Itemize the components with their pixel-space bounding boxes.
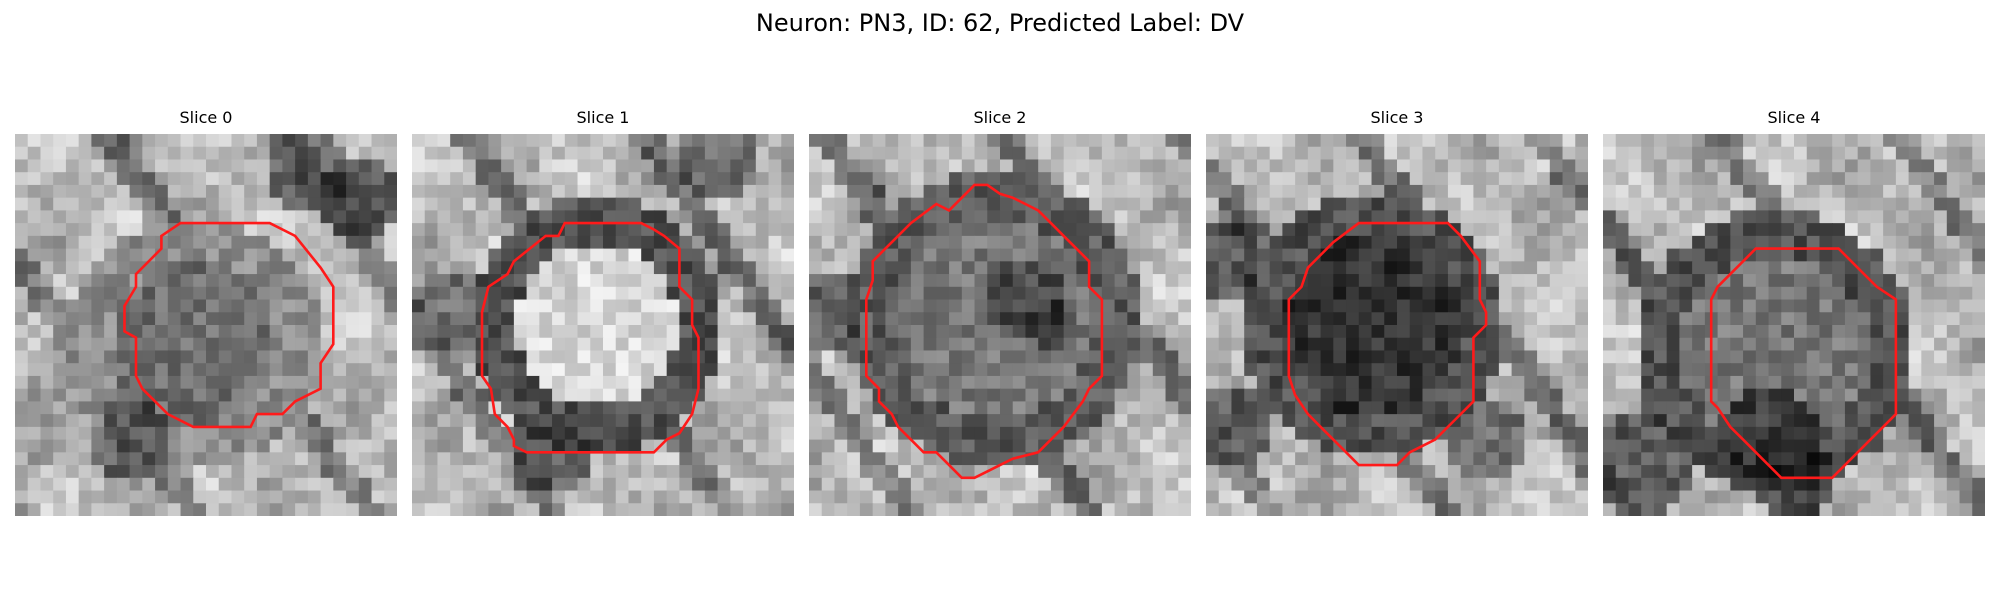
- slice-panel-0: Slice 0: [15, 108, 397, 516]
- slice-image-3: [1206, 134, 1588, 516]
- grayscale-pixels: [809, 134, 1191, 516]
- slice-image-0: [15, 134, 397, 516]
- cell-contour: [1287, 221, 1488, 467]
- grayscale-pixels: [412, 134, 794, 516]
- cell-contour: [480, 221, 700, 454]
- slice-title-3: Slice 3: [1370, 108, 1424, 127]
- slice-image-4: [1603, 134, 1985, 516]
- slice-title-4: Slice 4: [1767, 108, 1821, 127]
- cell-contour: [864, 183, 1104, 480]
- slice-title-2: Slice 2: [973, 108, 1027, 127]
- slice-panel-2: Slice 2: [809, 108, 1191, 516]
- slice-title-1: Slice 1: [576, 108, 630, 127]
- grayscale-pixels: [1603, 134, 1985, 516]
- slice-panel-1: Slice 1: [412, 108, 794, 516]
- slice-panel-3: Slice 3: [1206, 108, 1588, 516]
- cell-contour: [1709, 247, 1898, 480]
- slice-title-0: Slice 0: [179, 108, 233, 127]
- slice-image-1: [412, 134, 794, 516]
- grayscale-pixels: [15, 134, 397, 516]
- figure-title: Neuron: PN3, ID: 62, Predicted Label: DV: [755, 9, 1245, 37]
- slice-panel-4: Slice 4: [1603, 108, 1985, 516]
- slice-image-2: [809, 134, 1191, 516]
- grayscale-pixels: [1206, 134, 1588, 516]
- cell-contour: [123, 221, 335, 429]
